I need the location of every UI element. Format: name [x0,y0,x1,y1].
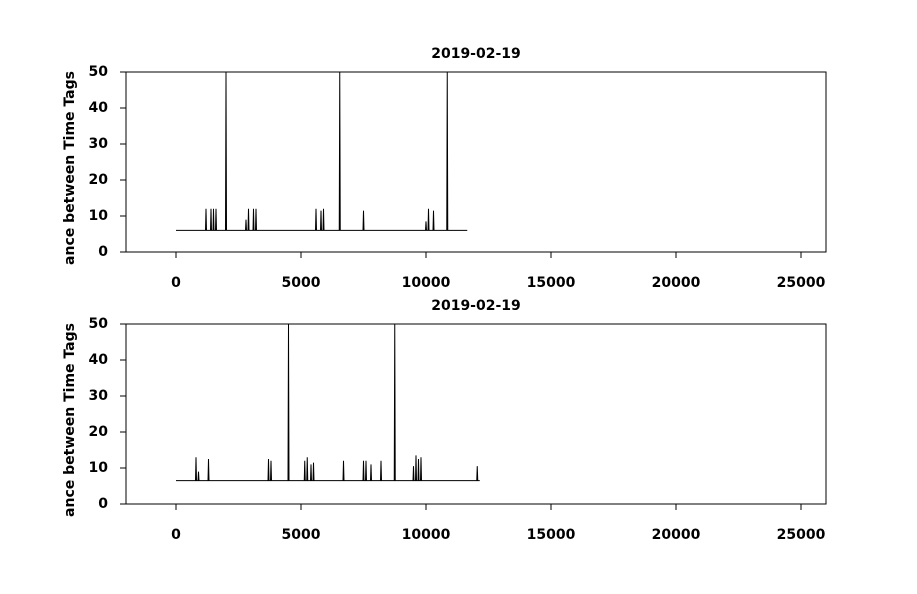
y-tick-label: 0 [98,244,108,260]
plot-frame [125,323,827,505]
y-tick-label: 20 [89,424,109,440]
x-tick-label: 25000 [777,275,826,291]
y-axis-label: ance between Time Tags [62,323,78,517]
y-tick-label: 0 [98,496,108,512]
x-tick-label: 20000 [652,527,701,543]
x-tick-label: 5000 [282,275,321,291]
y-tick-label: 30 [89,136,109,152]
plot-frame [125,71,827,253]
y-tick-label: 10 [89,460,109,476]
chart-title: 2019-02-19 [431,298,521,314]
x-tick-label: 10000 [402,275,451,291]
chart-title: 2019-02-19 [431,46,521,62]
x-tick-label: 5000 [282,527,321,543]
y-axis-label: ance between Time Tags [62,71,78,265]
x-tick-label: 15000 [527,527,576,543]
x-tick-label: 10000 [402,527,451,543]
data-line [176,323,480,482]
data-line [176,71,468,231]
y-tick-label: 30 [89,388,109,404]
y-tick-label: 50 [89,64,109,80]
x-tick-label: 0 [171,527,181,543]
x-tick-label: 20000 [652,275,701,291]
y-tick-label: 50 [89,316,109,332]
y-tick-label: 40 [89,352,109,368]
x-tick-label: 25000 [777,527,826,543]
x-tick-label: 15000 [527,275,576,291]
y-tick-label: 10 [89,208,109,224]
x-tick-label: 0 [171,275,181,291]
y-tick-label: 40 [89,100,109,116]
y-tick-label: 20 [89,172,109,188]
